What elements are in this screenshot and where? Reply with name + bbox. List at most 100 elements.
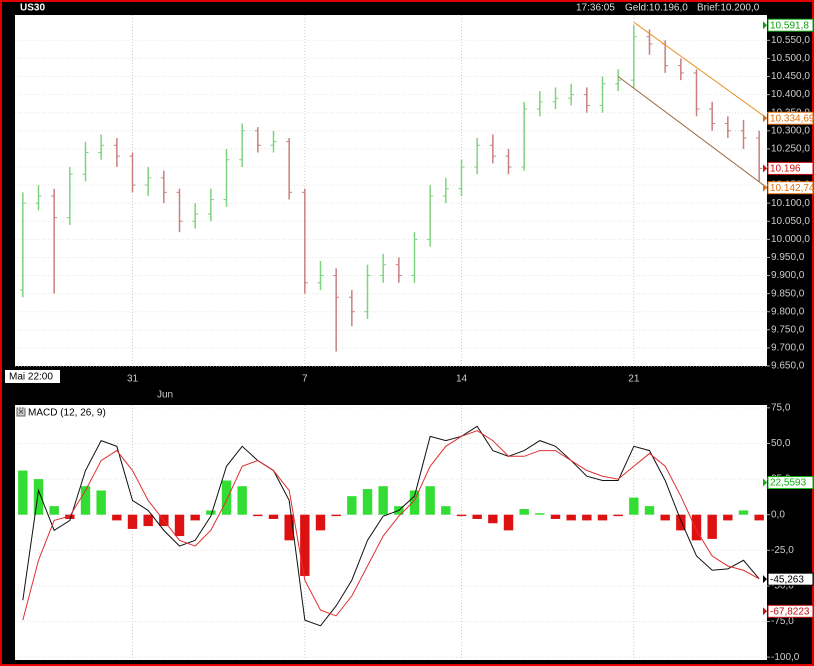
marker-arrow (763, 607, 767, 616)
y-tick-label: 10.250,0 (771, 144, 810, 155)
histogram-bar (49, 506, 59, 515)
macd-title: MACD (12, 26, 9) (28, 408, 106, 419)
histogram-bar (378, 486, 388, 515)
y-tick-label: 0,0 (771, 509, 785, 520)
y-tick-label: 10.500,0 (771, 53, 810, 64)
y-tick-label: -50,0 (771, 581, 794, 592)
histogram-bar (676, 514, 686, 531)
y-tick-label: 9.850,0 (771, 288, 805, 299)
marker-arrow (763, 183, 767, 192)
histogram-bar (550, 514, 561, 519)
y-tick-label: 9.750,0 (771, 324, 805, 335)
marker-box (767, 111, 814, 125)
cursor-label: Mai 22:00 (9, 372, 53, 383)
histogram-bar (754, 514, 764, 521)
histogram-bar (174, 514, 185, 537)
marker-box (767, 181, 814, 195)
marker-arrow (763, 164, 767, 173)
histogram-bar (96, 490, 106, 515)
symbol-title: US30 (20, 3, 45, 14)
histogram-bar (362, 489, 373, 515)
y-tick-label: 9.800,0 (771, 306, 805, 317)
histogram-bar (644, 506, 655, 515)
y-tick-label: -100,0 (771, 652, 800, 663)
histogram-bar (629, 497, 639, 515)
histogram-bar (221, 480, 232, 515)
y-tick-label: 9.700,0 (771, 343, 805, 354)
histogram-bar (660, 514, 670, 521)
marker-label: -45,263 (770, 574, 804, 585)
y-tick-label: 10.450,0 (771, 71, 810, 82)
histogram-bar (206, 510, 216, 515)
x-tick-label: 14 (456, 374, 468, 385)
close-icon[interactable]: × (18, 407, 24, 418)
histogram-bar (503, 514, 514, 531)
y-tick-label: 10.000,0 (771, 234, 810, 245)
histogram-bar (18, 470, 28, 515)
marker-arrow (763, 114, 767, 123)
y-tick-label: -25,0 (771, 545, 794, 556)
histogram-bar (237, 486, 247, 515)
y-tick-label: 10.300,0 (771, 125, 810, 136)
clock: 17:36:05 (576, 3, 615, 14)
y-tick-label: 50,0 (771, 438, 791, 449)
cursor-label-box (5, 370, 60, 383)
histogram-bar (409, 490, 420, 515)
x-tick-label: 31 (127, 374, 139, 385)
histogram-bar (143, 514, 153, 527)
histogram-bar (190, 514, 200, 521)
marker-arrow (763, 21, 767, 30)
y-tick-label: 9.650,0 (771, 361, 805, 372)
histogram-bar (597, 514, 608, 521)
histogram-bar (112, 514, 122, 521)
marker-box (767, 476, 814, 490)
month-label: Jun (157, 390, 173, 401)
marker-box (767, 572, 814, 586)
histogram-bar (268, 514, 279, 519)
y-tick-label: 9.950,0 (771, 252, 805, 263)
histogram-bar (566, 514, 576, 521)
histogram-bar (347, 496, 357, 515)
trend-line (617, 76, 768, 189)
histogram-bar (707, 514, 717, 539)
marker-label: 10.142,74 (770, 183, 814, 194)
histogram-bar (723, 514, 733, 521)
marker-label: 10.591,8 (770, 20, 809, 31)
marker-label: 22,5593 (770, 478, 807, 489)
y-tick-label: 10.100,0 (771, 198, 810, 209)
histogram-bar (519, 508, 529, 515)
trend-line (633, 21, 768, 119)
x-tick-label: 21 (628, 374, 640, 385)
histogram-bar (613, 514, 623, 517)
histogram-bar (425, 486, 435, 515)
marker-label: 10.196 (770, 164, 801, 175)
marker-box (767, 18, 814, 32)
histogram-bar (300, 514, 310, 576)
histogram-bar (738, 510, 749, 515)
bid-price: Geld:10.196,0 (625, 3, 688, 14)
macd-line (22, 425, 760, 627)
y-tick-label: -75,0 (771, 616, 794, 627)
y-tick-label: 10.400,0 (771, 89, 810, 100)
histogram-bar (535, 513, 545, 515)
histogram-bar (331, 514, 341, 517)
macd-line (22, 430, 760, 621)
macd-plot-area (15, 405, 767, 660)
histogram-bar (315, 514, 326, 531)
y-tick-label: 9.900,0 (771, 270, 805, 281)
y-tick-label: 75,0 (771, 402, 791, 413)
price-plot-area (15, 15, 767, 366)
histogram-bar (488, 514, 498, 524)
histogram-bar (33, 479, 44, 515)
histogram-bar (65, 514, 75, 519)
marker-label: 10.334,69 (770, 113, 814, 124)
x-tick-label: 7 (302, 374, 308, 385)
histogram-bar (80, 486, 91, 515)
histogram-bar (456, 514, 467, 517)
y-tick-label: 10.550,0 (771, 35, 810, 46)
marker-arrow (763, 478, 767, 487)
marker-arrow (763, 575, 767, 584)
histogram-bar (582, 514, 592, 521)
y-tick-label: 10.050,0 (771, 216, 810, 227)
